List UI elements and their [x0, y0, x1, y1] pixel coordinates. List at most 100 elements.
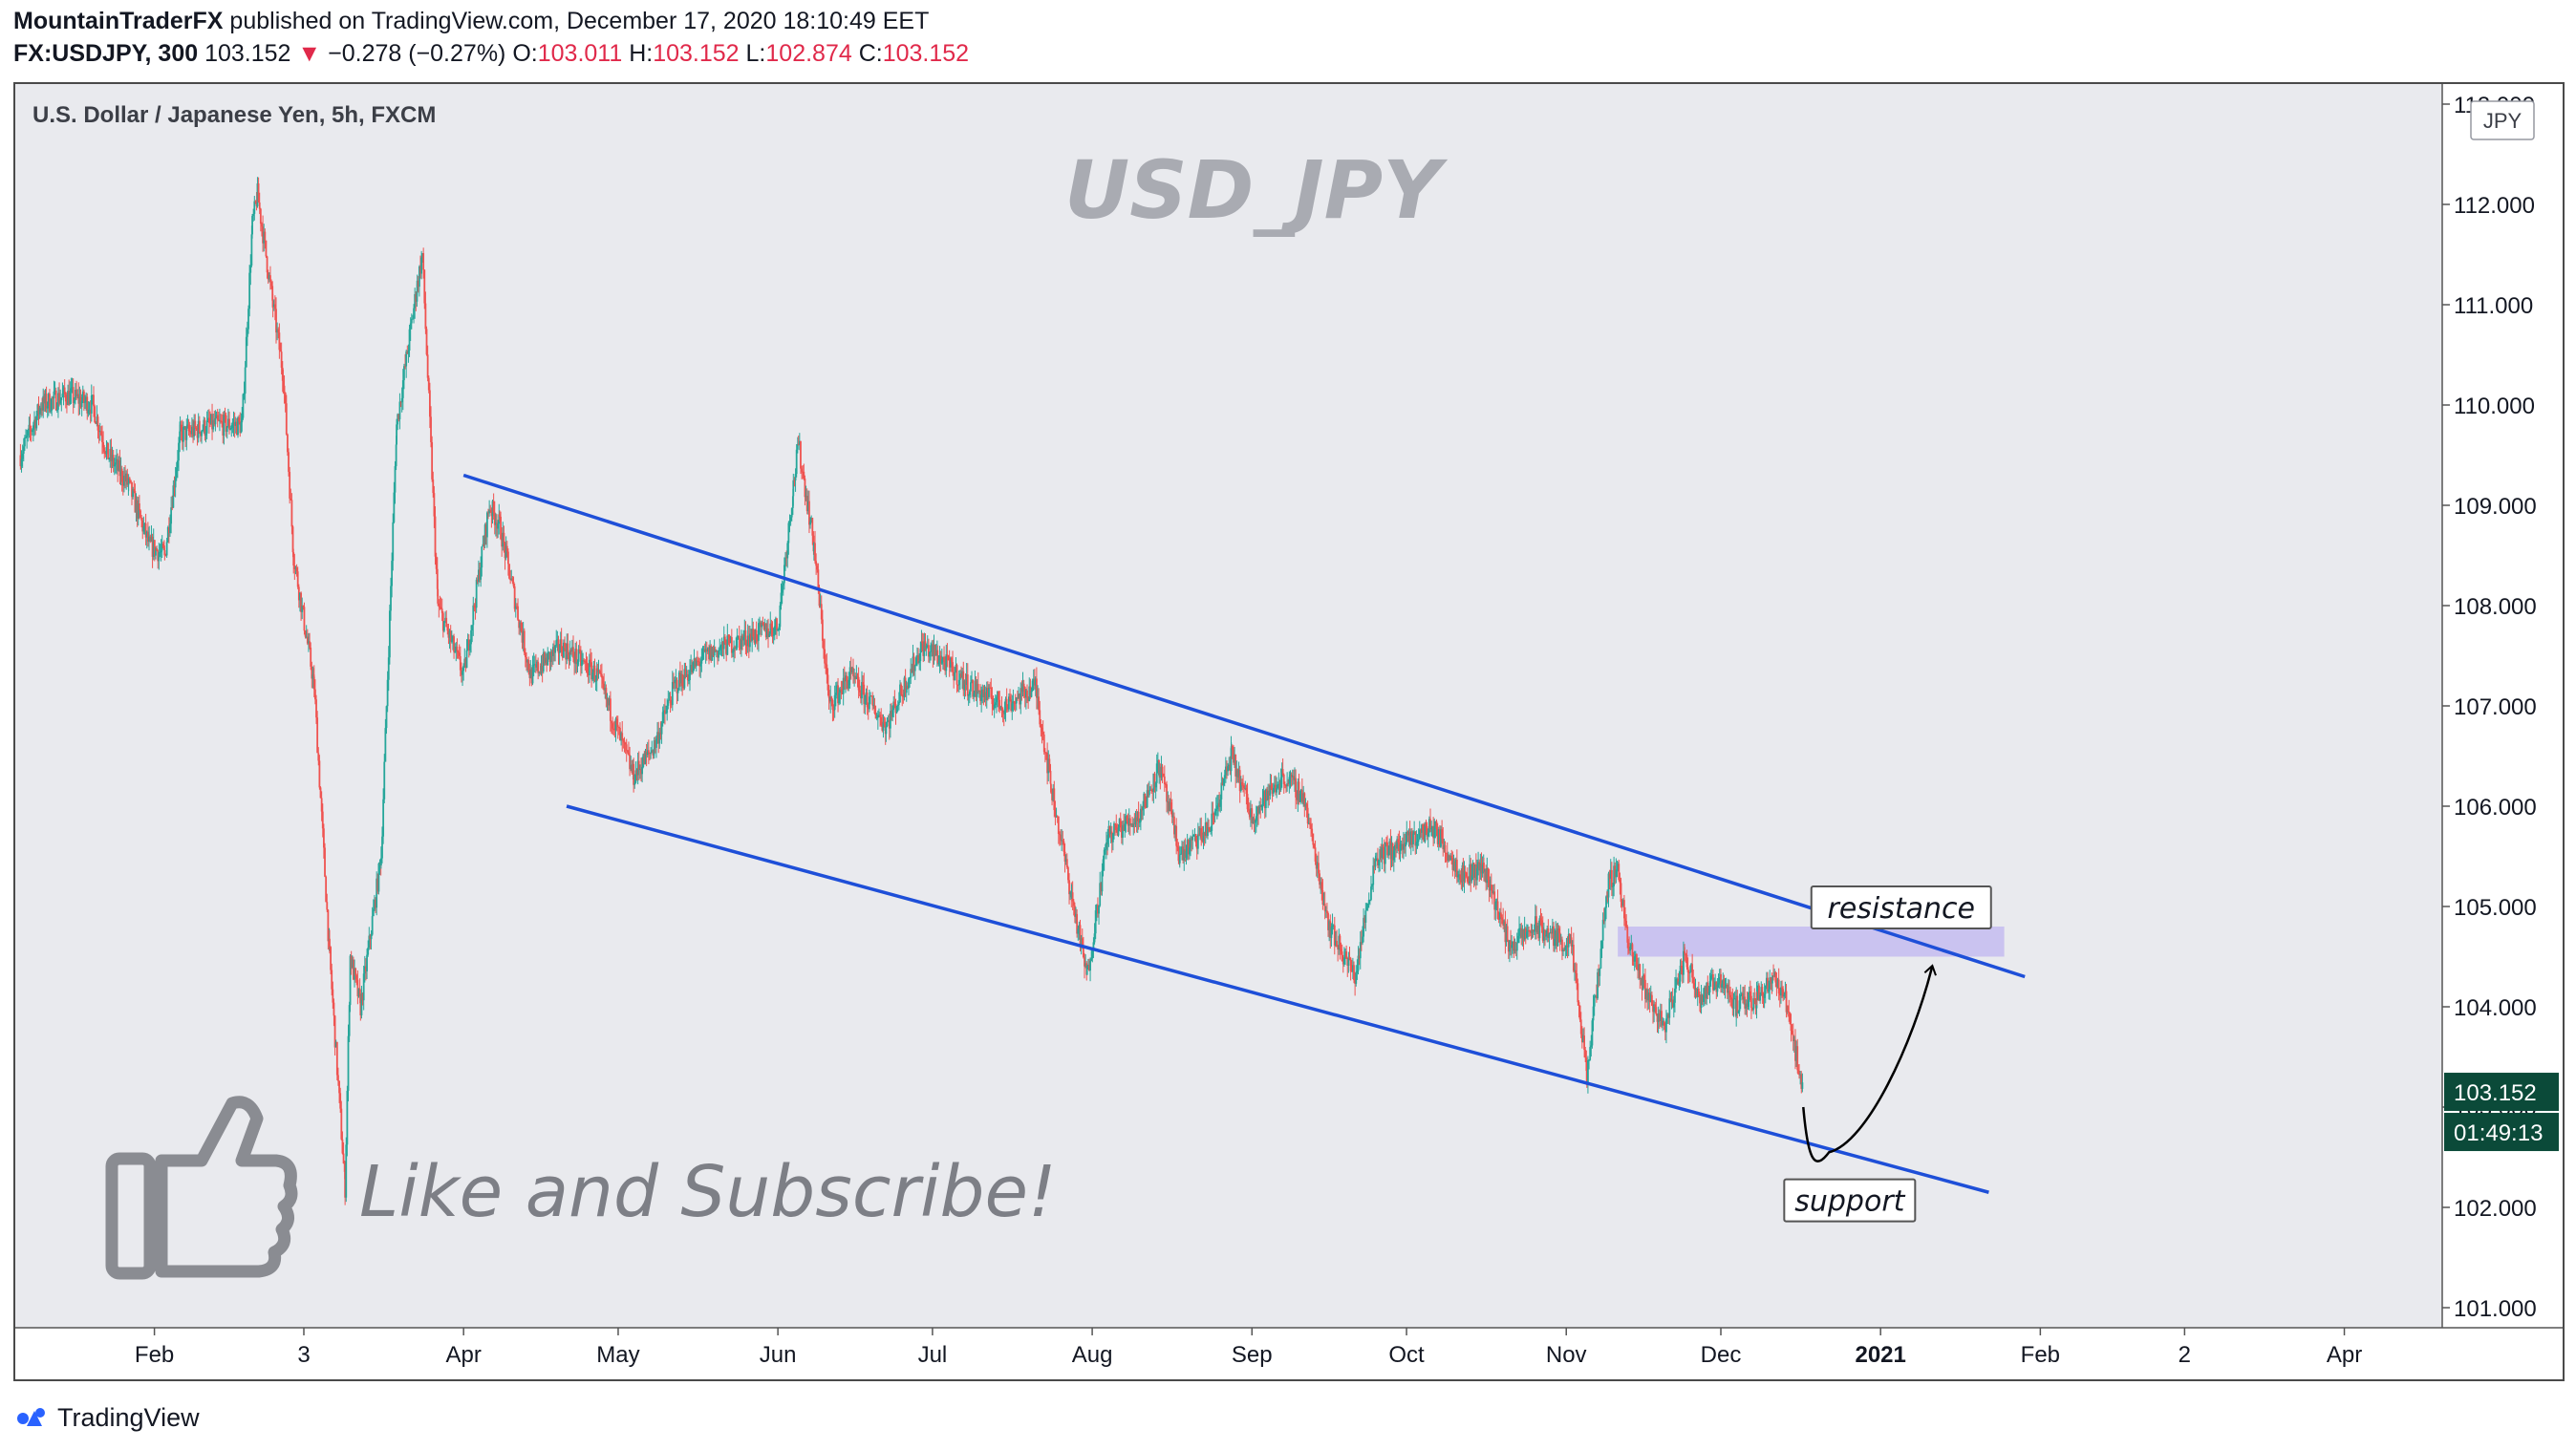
candle-body	[979, 690, 981, 701]
candle-body	[1505, 926, 1508, 943]
x-tick-label: Aug	[1072, 1342, 1113, 1368]
candle-body	[1735, 995, 1738, 1016]
candle-body	[1056, 816, 1059, 818]
candle-body	[344, 1171, 347, 1198]
candle-body	[347, 1035, 350, 1091]
candle-body	[271, 300, 274, 308]
author-name[interactable]: MountainTraderFX	[13, 8, 224, 34]
instrument-label: U.S. Dollar / Japanese Yen, 5h, FXCM	[32, 102, 436, 128]
candle-body	[1241, 782, 1243, 786]
candle-body	[1732, 998, 1735, 1010]
candle-body	[1606, 891, 1609, 898]
candle-body	[1290, 775, 1293, 778]
candle-body	[1557, 928, 1560, 933]
candle-body	[370, 934, 373, 940]
candle-body	[918, 661, 921, 663]
candle-body	[1332, 925, 1335, 927]
candle-body	[227, 418, 229, 427]
candle-body	[1697, 989, 1700, 997]
candle-body	[1546, 928, 1549, 936]
candle-body	[1053, 788, 1056, 811]
candle-body	[371, 916, 374, 935]
candle-body	[1016, 697, 1019, 699]
candle-body	[1078, 925, 1081, 929]
candle-body	[203, 419, 205, 431]
candle-body	[613, 729, 616, 731]
candle-body	[46, 406, 49, 409]
tradingview-logo-icon[interactable]	[13, 1405, 48, 1430]
candle-body	[206, 417, 209, 421]
candle-body	[574, 649, 577, 664]
candle-body	[1171, 816, 1174, 818]
candle-body	[1213, 813, 1215, 816]
candle-body	[1145, 807, 1148, 809]
candle-body	[1208, 826, 1211, 829]
candle-body	[367, 947, 370, 955]
candle-body	[1282, 774, 1285, 784]
candle-body	[1745, 1003, 1748, 1009]
candle-body	[1184, 849, 1187, 858]
candle-body	[1235, 769, 1238, 777]
candle-body	[266, 256, 268, 273]
candle-body	[335, 1042, 338, 1076]
candle-body	[891, 711, 892, 717]
candle-body	[546, 657, 548, 666]
candle-body	[148, 536, 150, 543]
candle-body	[360, 993, 363, 1015]
candle-body	[1214, 809, 1217, 812]
candle-body	[1207, 826, 1209, 837]
candle-body	[876, 714, 879, 718]
candle-body	[1794, 1039, 1796, 1061]
candle-body	[449, 630, 452, 642]
candle-body	[968, 691, 971, 695]
candle-body	[467, 639, 470, 650]
candle-body	[502, 532, 504, 547]
candle-body	[1304, 803, 1307, 807]
candle-body	[841, 691, 844, 694]
candle-body	[856, 675, 859, 677]
candle-body	[948, 660, 951, 668]
candle-body	[1041, 727, 1043, 733]
candle-body	[1619, 880, 1621, 884]
candle-body	[922, 643, 925, 656]
candle-body	[38, 407, 41, 415]
candle-body	[1648, 992, 1651, 1003]
candle-body	[230, 428, 233, 430]
candle-body	[804, 478, 806, 498]
promo-text: Like and Subscribe!	[359, 1151, 1057, 1233]
candle-body	[492, 501, 495, 513]
candle-body	[1365, 907, 1368, 911]
candle-body	[1196, 834, 1199, 849]
candle-body	[1267, 790, 1270, 800]
candle-body	[1120, 826, 1123, 838]
candle-body	[1642, 974, 1644, 990]
candle-body	[23, 437, 26, 447]
candle-body	[165, 542, 168, 556]
tradingview-brand[interactable]: TradingView	[57, 1402, 200, 1432]
candle-body	[1003, 710, 1006, 714]
candle-body	[1700, 994, 1703, 1008]
candle-body	[431, 441, 434, 480]
candle-body	[906, 685, 909, 689]
candle-body	[1792, 1034, 1794, 1041]
candle-body	[1106, 842, 1107, 849]
chart-area[interactable]: resistance support USD_JPY Like and Subscri…	[13, 82, 2565, 1381]
x-tick-label: 3	[297, 1342, 310, 1368]
candle-body	[1515, 943, 1518, 951]
candle-body	[777, 629, 780, 631]
candle-body	[1656, 1014, 1659, 1022]
candle-body	[549, 650, 552, 662]
resistance-label: resistance	[1828, 892, 1976, 926]
candle-body	[962, 671, 965, 691]
candle-body	[470, 629, 472, 645]
candle-body	[1392, 850, 1395, 861]
candle-body	[1261, 798, 1264, 805]
candle-body	[1670, 999, 1673, 1001]
candle-body	[1394, 844, 1396, 851]
candle-body	[441, 612, 444, 631]
candle-body	[87, 410, 90, 414]
candle-body	[1306, 807, 1309, 824]
candle-body	[1770, 977, 1772, 983]
candle-body	[1242, 785, 1244, 787]
